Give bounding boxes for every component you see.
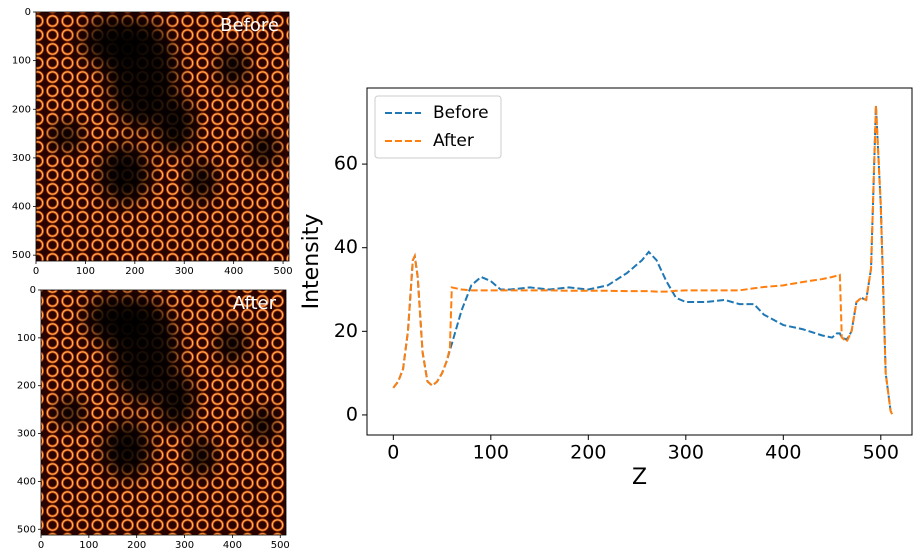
x-tick-label: 0 — [387, 442, 399, 464]
x-tick-label: 100 — [473, 442, 509, 464]
y-tick-label: 0 — [30, 285, 36, 296]
dark-region — [154, 94, 196, 154]
image-frame — [40, 289, 287, 536]
x-axis-label: Z — [632, 465, 647, 490]
x-tick-label: 100 — [76, 266, 95, 277]
dark-region — [99, 143, 150, 204]
image — [41, 290, 286, 535]
x-tick-label: 100 — [79, 540, 98, 551]
y-tick-label: 400 — [17, 476, 36, 487]
x-tick-label: 500 — [274, 266, 293, 277]
x-tick-label: 0 — [33, 266, 39, 277]
y-tick-label: 100 — [12, 56, 31, 67]
series-line — [392, 105, 894, 416]
image-label: Before — [220, 15, 279, 36]
y-tick-label: 300 — [17, 429, 36, 440]
dark-region — [55, 397, 86, 428]
y-tick-label: 40 — [334, 236, 358, 258]
x-tick-label: 200 — [127, 540, 146, 551]
x-tick-label: 400 — [765, 442, 801, 464]
legend-box — [374, 95, 502, 159]
x-tick-label: 200 — [570, 442, 606, 464]
y-axis-label: Intensity — [299, 214, 324, 310]
dark-region — [51, 121, 82, 152]
dark-region — [248, 131, 279, 167]
dark-region — [246, 407, 277, 442]
y-tick-label: 300 — [12, 153, 31, 164]
y-tick-label: 500 — [12, 250, 31, 261]
x-tick-label: 400 — [224, 266, 243, 277]
y-tick-label: 0 — [346, 403, 358, 425]
y-tick-label: 60 — [334, 153, 358, 175]
dark-region — [185, 437, 215, 477]
x-tick-label: 500 — [271, 540, 290, 551]
y-tick-label: 100 — [17, 333, 36, 344]
image-label: After — [233, 293, 277, 314]
x-tick-label: 300 — [175, 266, 194, 277]
x-tick-label: 300 — [175, 540, 194, 551]
y-tick-label: 20 — [334, 320, 358, 342]
dark-region — [85, 294, 144, 344]
dark-region — [217, 324, 247, 364]
dark-region — [218, 46, 249, 87]
series-line — [392, 105, 894, 416]
y-tick-label: 500 — [17, 524, 36, 535]
image-frame — [35, 11, 290, 262]
x-tick-label: 400 — [223, 540, 242, 551]
dark-region — [81, 16, 143, 67]
plot-frame — [366, 87, 913, 436]
legend-label: Before — [433, 103, 489, 123]
dark-region — [102, 419, 152, 479]
dark-region — [185, 161, 216, 202]
image — [36, 12, 289, 261]
y-tick-label: 200 — [12, 104, 31, 115]
x-tick-label: 500 — [863, 442, 899, 464]
y-tick-label: 400 — [12, 202, 31, 213]
legend-label: After — [433, 131, 474, 151]
y-tick-label: 0 — [25, 7, 31, 18]
dark-region — [156, 370, 196, 430]
x-tick-label: 200 — [125, 266, 144, 277]
x-tick-label: 300 — [668, 442, 704, 464]
y-tick-label: 200 — [17, 381, 36, 392]
x-tick-label: 0 — [38, 540, 44, 551]
